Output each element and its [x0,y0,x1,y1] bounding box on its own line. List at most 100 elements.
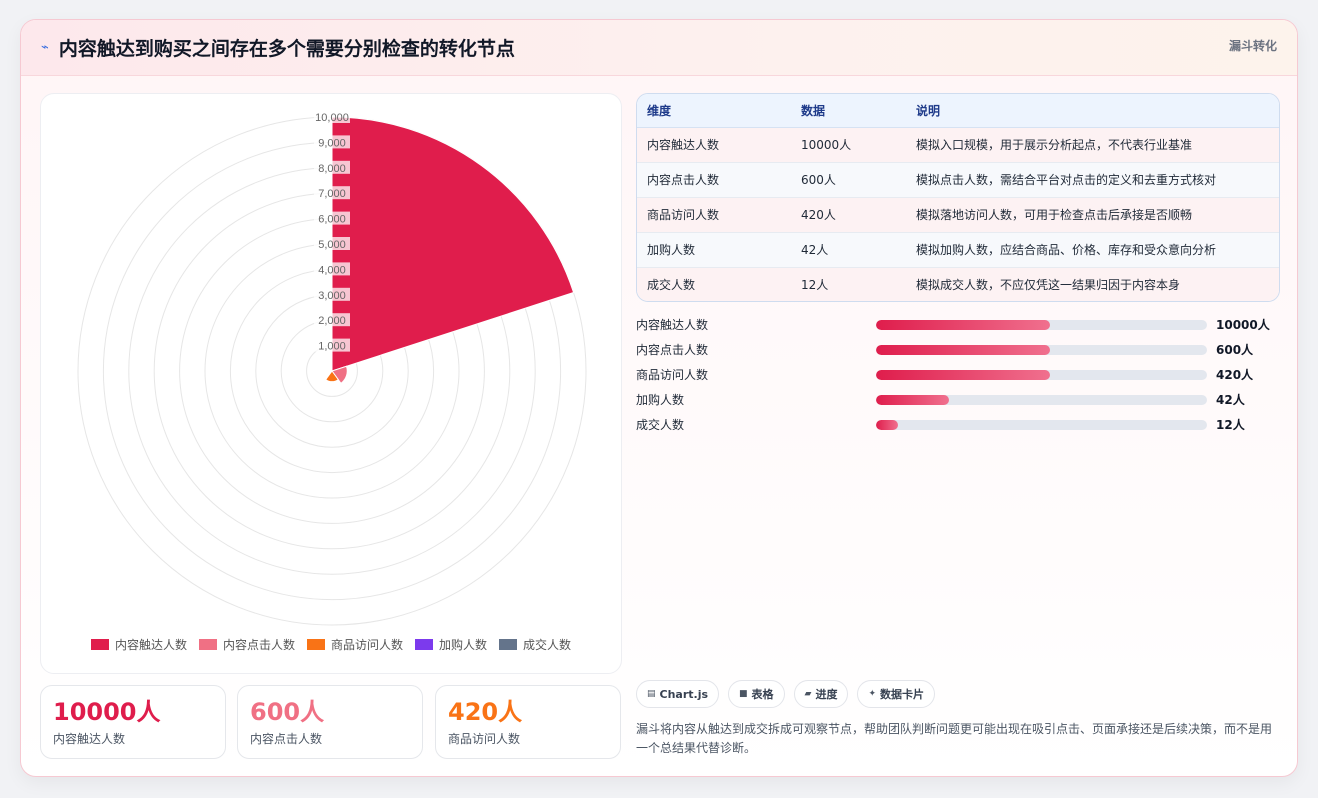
progress-value: 12人 [1216,418,1245,432]
progress-fill [876,394,949,405]
progress-value: 600人 [1216,343,1254,357]
progress-fill [876,344,1050,355]
r-tick-label: 7,000 [318,188,346,200]
badge-data-card[interactable]: ✦ 数据卡片 [857,680,936,708]
chart-legend: 内容触达人数 内容点击人数 商品访问人数 加购人数 成交人数 [41,636,621,653]
tick-label-backdrop [314,262,350,276]
table-cell: 成交人数 [637,267,791,301]
legend-item[interactable]: 成交人数 [499,636,571,653]
tick-label-backdrop [314,186,350,200]
progress-row: 内容点击人数 600人 [636,337,1280,362]
legend-swatch [415,639,433,650]
polar-chart-panel: 1,000 2,000 3,000 4,000 5,000 6,000 7,000 8,000… [40,93,622,674]
r-tick-label: 4,000 [318,264,346,276]
badge-table[interactable]: ■ 表格 [728,680,785,708]
stat-card-clicks: 600人 内容点击人数 [237,685,423,759]
tick-label-backdrop [314,211,350,225]
card-header: ⌁ 内容触达到购买之间存在多个需要分别检查的转化节点 漏斗转化 [21,20,1297,76]
legend-item[interactable]: 商品访问人数 [306,636,403,653]
progress-value: 42人 [1216,393,1245,407]
table-cell: 模拟落地访问人数，可用于检查点击后承接是否顺畅 [906,197,1279,233]
table-icon: ■ [739,689,748,699]
table-cell: 模拟成交人数，不应仅凭这一结果归因于内容本身 [906,267,1279,301]
progress-list: 内容触达人数 10000人 内容点击人数 600人 商品访问人数 420人 加购… [636,312,1280,437]
progress-label: 加购人数 [636,393,685,407]
table-cell: 12人 [791,267,906,301]
stat-value: 420人 [448,698,523,726]
dashboard-card: ⌁ 内容触达到购买之间存在多个需要分别检查的转化节点 漏斗转化 1,000 2,0… [20,19,1298,777]
card-icon: ✦ [868,689,877,699]
table-cell: 42人 [791,232,906,268]
legend-swatch [90,639,109,650]
r-tick-label: 5,000 [318,239,346,251]
description-text: 漏斗将内容从触达到成交拆成可观察节点，帮助团队判断问题更可能出现在吸引点击、页面… [636,722,1273,755]
stat-label: 内容点击人数 [250,732,323,746]
table-cell: 商品访问人数 [637,197,791,233]
progress-value: 10000人 [1216,318,1270,332]
polar-slice[interactable] [331,365,348,385]
stat-value: 600人 [250,698,325,726]
r-tick-label: 6,000 [318,214,346,226]
stat-card-visits: 420人 商品访问人数 [435,685,621,759]
table-cell: 加购人数 [637,232,791,268]
legend-item[interactable]: 内容点击人数 [198,636,295,653]
stat-card-reach: 10000人 内容触达人数 [40,685,226,759]
progress-row: 成交人数 12人 [636,412,1280,437]
progress-fill [876,369,1050,380]
progress-track [876,419,1207,430]
tick-label-backdrop [314,135,350,149]
table-row: 成交人数 12人 模拟成交人数，不应仅凭这一结果归因于内容本身 [637,267,1279,301]
table-header-row: 维度 数据 说明 [637,94,1279,128]
progress-track [876,319,1207,330]
r-tick-label: 8,000 [318,163,346,175]
tick-label-backdrop [314,313,350,327]
table-cell: 模拟入口规模，用于展示分析起点，不代表行业基准 [906,127,1279,163]
column-header: 维度 [637,94,791,128]
progress-fill [876,319,1050,330]
progress-label: 商品访问人数 [636,368,709,382]
legend-item[interactable]: 内容触达人数 [90,636,187,653]
legend-item[interactable]: 加购人数 [415,636,487,653]
legend-swatch [306,639,325,650]
lightning-icon: ⌁ [41,40,49,55]
table-row: 内容点击人数 600人 模拟点击人数，需结合平台对点击的定义和去重方式核对 [637,162,1279,198]
progress-icon: ▰ [804,689,812,699]
progress-label: 内容点击人数 [636,343,709,357]
table-cell: 内容触达人数 [637,127,791,163]
polar-slice[interactable] [325,370,339,383]
tick-label-backdrop [314,237,350,250]
feature-badges: ▤ Chart.js ■ 表格 ▰ 进度 ✦ 数据卡片 [636,680,936,708]
progress-track [876,344,1207,355]
tick-label-backdrop [314,110,350,123]
data-table: 维度 数据 说明 内容触达人数 10000人 模拟入口规模，用于展示分析起点，不… [636,93,1280,302]
r-tick-label: 10,000 [315,112,349,124]
table-cell: 600人 [791,162,906,198]
table-row: 内容触达人数 10000人 模拟入口规模，用于展示分析起点，不代表行业基准 [637,127,1279,163]
table-cell: 内容点击人数 [637,162,791,198]
table-cell: 模拟点击人数，需结合平台对点击的定义和去重方式核对 [906,162,1279,198]
badge-progress[interactable]: ▰ 进度 [793,680,849,708]
polar-slice[interactable] [331,116,575,372]
tick-label-backdrop [314,160,350,174]
progress-row: 内容触达人数 10000人 [636,312,1280,337]
progress-track [876,394,1207,405]
r-tick-label: 9,000 [318,137,346,149]
stat-value: 10000人 [53,698,161,726]
stat-label: 内容触达人数 [53,732,126,746]
r-tick-label: 1,000 [318,341,346,353]
progress-row: 加购人数 42人 [636,387,1280,412]
tick-label-backdrop [314,287,350,301]
tick-label-backdrop [314,338,350,352]
table-cell: 420人 [791,197,906,233]
category-tag: 漏斗转化 [1228,39,1277,53]
table-row: 商品访问人数 420人 模拟落地访问人数，可用于检查点击后承接是否顺畅 [637,197,1279,233]
stat-label: 商品访问人数 [448,732,521,746]
chart-icon: ▤ [647,689,656,699]
legend-swatch [499,639,518,650]
table-cell: 10000人 [791,127,906,163]
progress-label: 成交人数 [636,418,685,432]
progress-row: 商品访问人数 420人 [636,362,1280,387]
column-header: 数据 [791,94,906,128]
badge-chartjs[interactable]: ▤ Chart.js [636,680,720,708]
progress-value: 420人 [1216,368,1254,382]
